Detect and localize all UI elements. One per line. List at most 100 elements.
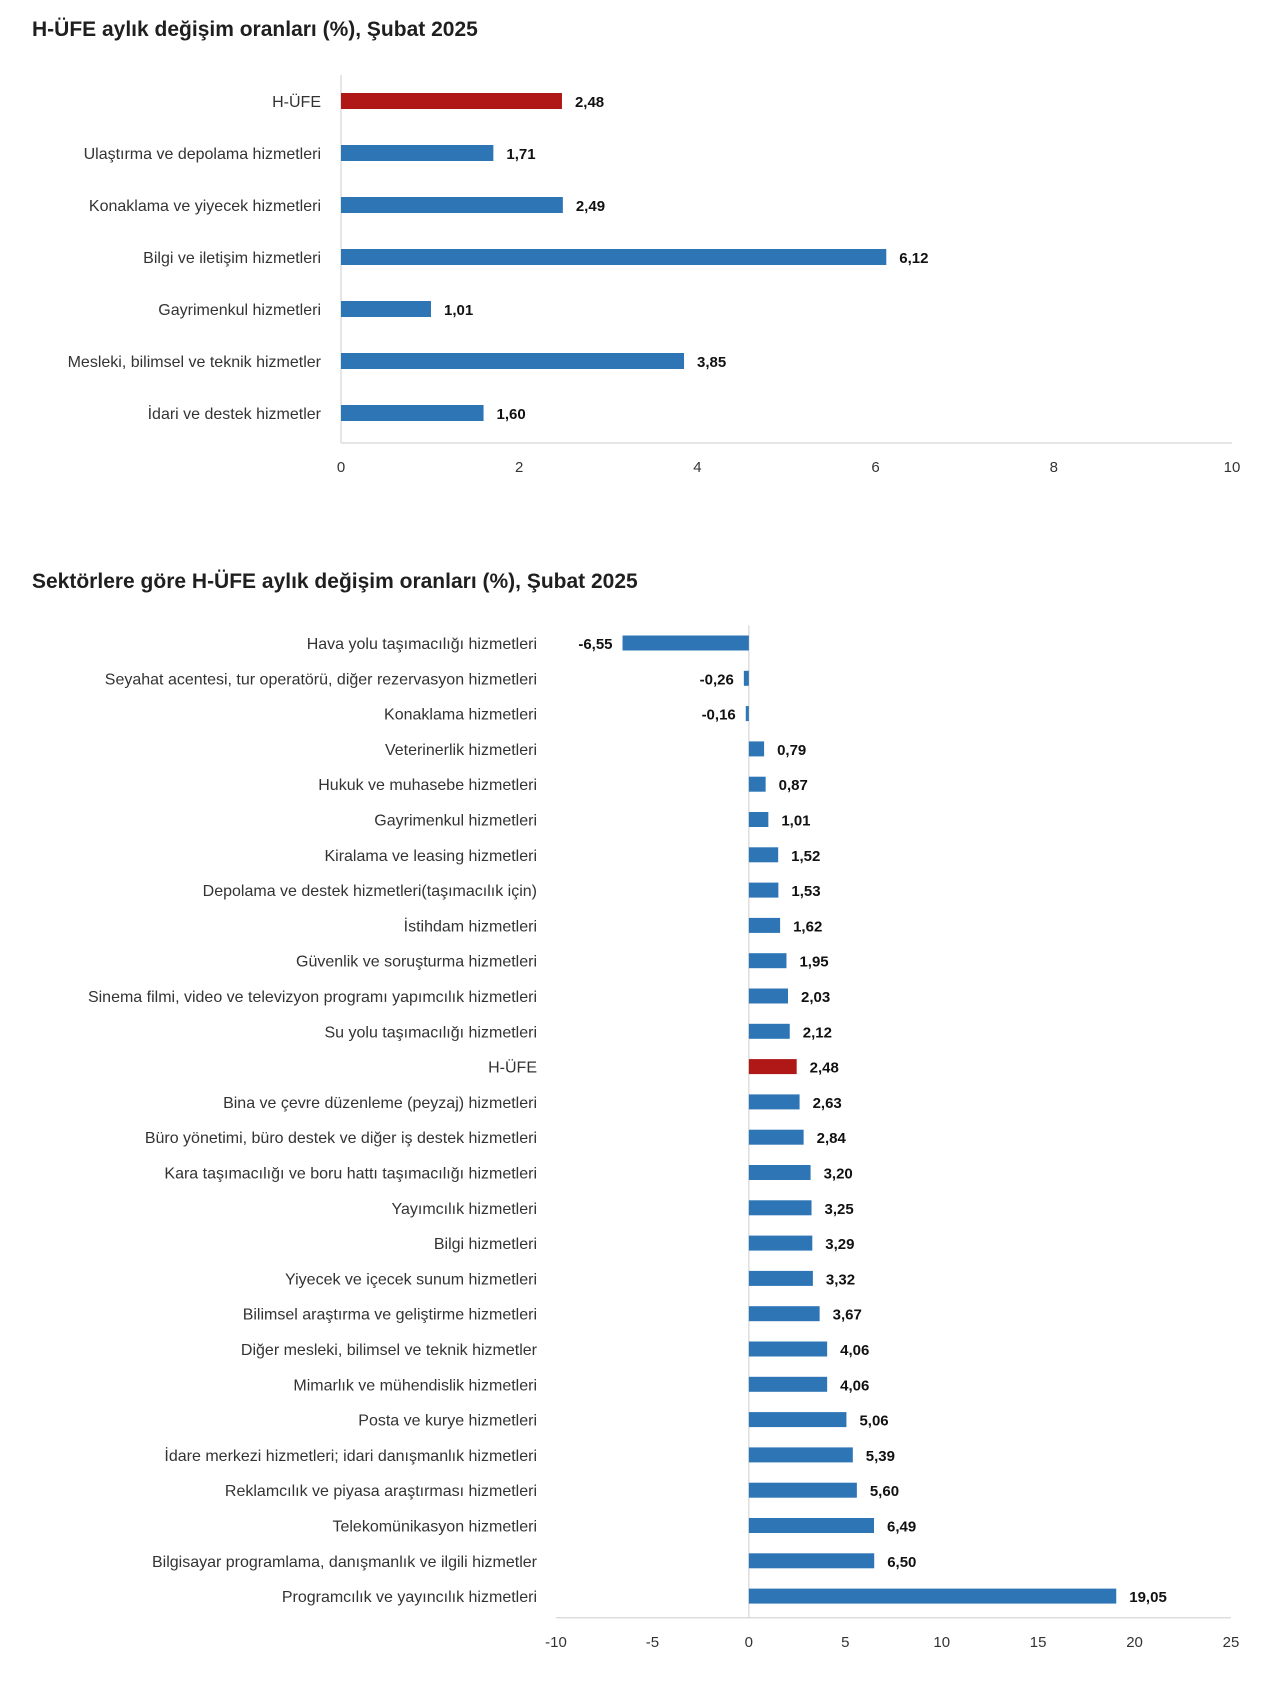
data-label: 1,52 <box>791 848 820 865</box>
category-label: Veterinerlik hizmetleri <box>385 742 537 759</box>
x-tick-label: 15 <box>1030 1634 1047 1651</box>
data-label: 6,50 <box>887 1554 916 1571</box>
data-label: 2,49 <box>576 198 605 215</box>
bar <box>622 635 749 651</box>
bar <box>341 405 484 421</box>
x-tick-label: 0 <box>337 459 345 476</box>
category-label: Kiralama ve leasing hizmetleri <box>324 848 537 865</box>
data-label: 5,60 <box>870 1483 899 1500</box>
data-label: 2,48 <box>810 1060 839 1077</box>
data-label: 6,49 <box>887 1519 916 1536</box>
category-label: Gayrimenkul hizmetleri <box>158 302 321 319</box>
bar <box>745 706 749 722</box>
data-label: 3,32 <box>826 1271 855 1288</box>
bar <box>748 1447 853 1463</box>
bar <box>748 1482 857 1498</box>
data-label: -0,16 <box>702 707 736 724</box>
data-label: 5,06 <box>859 1413 888 1430</box>
data-label: -6,55 <box>578 636 612 653</box>
data-label: 3,67 <box>833 1307 862 1324</box>
bar <box>748 1553 875 1569</box>
data-label: 6,12 <box>899 250 928 267</box>
x-tick-label: -5 <box>646 1634 659 1651</box>
bar <box>748 812 769 827</box>
bar <box>748 882 779 898</box>
category-label: İdare merkezi hizmetleri; idari danışman… <box>164 1446 537 1465</box>
bar <box>748 1270 813 1286</box>
data-label: 0,79 <box>777 742 806 759</box>
x-tick-label: 25 <box>1223 1634 1240 1651</box>
bar <box>748 1376 828 1392</box>
data-label: 19,05 <box>1129 1589 1167 1606</box>
data-label: 4,06 <box>840 1377 869 1394</box>
category-label: Yayımcılık hizmetleri <box>391 1201 537 1218</box>
data-label: 3,85 <box>697 354 726 371</box>
data-label: 1,71 <box>506 146 535 163</box>
bar <box>748 741 765 757</box>
bar <box>341 353 685 369</box>
data-label: 3,25 <box>825 1201 854 1218</box>
bar <box>341 301 431 317</box>
category-label: Bilgi hizmetleri <box>434 1236 537 1253</box>
bar <box>748 1341 828 1357</box>
bar <box>748 1094 800 1110</box>
category-label: Büro yönetimi, büro destek ve diğer iş d… <box>145 1130 537 1147</box>
data-label: 1,60 <box>497 406 526 423</box>
category-label: Güvenlik ve soruşturma hizmetleri <box>296 954 537 971</box>
category-label: H-ÜFE <box>272 93 321 111</box>
category-label: Bina ve çevre düzenleme (peyzaj) hizmetl… <box>223 1095 537 1112</box>
category-label: H-ÜFE <box>488 1059 537 1077</box>
x-tick-label: 4 <box>693 459 701 476</box>
category-label: Konaklama ve yiyecek hizmetleri <box>89 198 321 215</box>
bar <box>748 1306 820 1322</box>
x-tick-label: 10 <box>1224 459 1241 476</box>
category-label: Bilgi ve iletişim hizmetleri <box>143 250 321 267</box>
bar <box>748 1200 812 1216</box>
data-label: 1,62 <box>793 918 822 935</box>
data-label: 0,87 <box>779 777 808 794</box>
category-label: İstihdam hizmetleri <box>404 916 537 935</box>
bar <box>748 1235 813 1251</box>
x-tick-label: 5 <box>841 1634 849 1651</box>
data-label: -0,26 <box>700 671 734 688</box>
data-label: 1,01 <box>444 302 473 319</box>
bar <box>748 1412 847 1428</box>
bar <box>341 145 494 161</box>
category-label: Bilimsel araştırma ve geliştirme hizmetl… <box>243 1307 537 1324</box>
x-tick-label: 20 <box>1126 1634 1143 1651</box>
category-label: Gayrimenkul hizmetleri <box>374 813 537 830</box>
data-label: 5,39 <box>866 1448 895 1465</box>
category-label: Konaklama hizmetleri <box>384 707 537 724</box>
category-label: Mesleki, bilimsel ve teknik hizmetler <box>68 354 322 371</box>
bar <box>748 847 779 863</box>
category-label: Mimarlık ve mühendislik hizmetleri <box>293 1377 537 1394</box>
bar <box>748 917 781 933</box>
data-label: 2,12 <box>803 1024 832 1041</box>
category-label: Su yolu taşımacılığı hizmetleri <box>324 1024 537 1041</box>
x-tick-label: 2 <box>515 459 523 476</box>
chart-2-title: Sektörlere göre H-ÜFE aylık değişim oran… <box>32 570 638 593</box>
category-label: Diğer mesleki, bilimsel ve teknik hizmet… <box>241 1342 538 1359</box>
chart-1-plot: 0 2 4 6 8 10 H-ÜFE 2,48 Ulaştırma ve depolama hi… <box>68 75 1241 476</box>
bar <box>748 1129 804 1145</box>
data-label: 1,95 <box>799 954 828 971</box>
category-label: Sinema filmi, video ve televizyon progra… <box>88 989 537 1006</box>
bar <box>748 988 789 1004</box>
category-label: Hukuk ve muhasebe hizmetleri <box>318 777 537 794</box>
bar <box>748 1059 797 1075</box>
category-label: Hava yolu taşımacılığı hizmetleri <box>307 636 537 653</box>
data-label: 2,48 <box>575 94 604 111</box>
data-label: 2,84 <box>817 1130 847 1147</box>
category-label: Posta ve kurye hizmetleri <box>358 1413 537 1430</box>
data-label: 1,01 <box>781 813 810 830</box>
data-label: 2,63 <box>813 1095 842 1112</box>
bar <box>748 1518 875 1533</box>
category-label: Kara taşımacılığı ve boru hattı taşımacı… <box>164 1166 537 1183</box>
category-label: Seyahat acentesi, tur operatörü, diğer r… <box>105 671 537 688</box>
bar <box>748 776 766 792</box>
x-tick-label: 6 <box>871 459 879 476</box>
category-label: Bilgisayar programlama, danışmanlık ve i… <box>152 1554 538 1571</box>
category-label: İdari ve destek hizmetler <box>148 404 322 423</box>
data-label: 3,20 <box>824 1166 853 1183</box>
